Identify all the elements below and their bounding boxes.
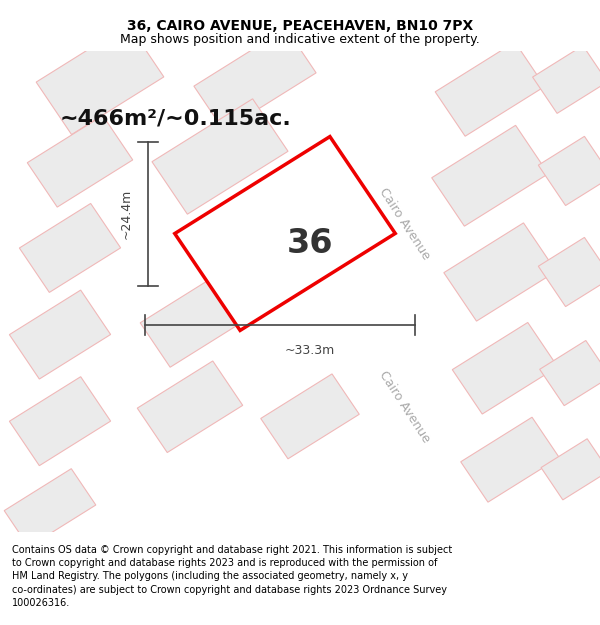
Polygon shape <box>4 469 96 547</box>
Polygon shape <box>435 42 545 136</box>
Polygon shape <box>432 126 548 226</box>
Text: ~24.4m: ~24.4m <box>120 189 133 239</box>
Text: ~466m²/~0.115ac.: ~466m²/~0.115ac. <box>59 108 291 128</box>
Polygon shape <box>194 29 316 131</box>
Text: Cairo Avenue: Cairo Avenue <box>377 369 433 445</box>
Polygon shape <box>538 136 600 206</box>
Polygon shape <box>27 116 133 207</box>
Text: Map shows position and indicative extent of the property.: Map shows position and indicative extent… <box>120 33 480 46</box>
Polygon shape <box>356 3 459 579</box>
Polygon shape <box>10 377 110 466</box>
Polygon shape <box>175 137 395 331</box>
Polygon shape <box>452 322 558 414</box>
Polygon shape <box>10 290 110 379</box>
Polygon shape <box>444 223 556 321</box>
Polygon shape <box>261 374 359 459</box>
Polygon shape <box>539 341 600 406</box>
Polygon shape <box>137 361 243 452</box>
Text: 36, CAIRO AVENUE, PEACEHAVEN, BN10 7PX: 36, CAIRO AVENUE, PEACEHAVEN, BN10 7PX <box>127 19 473 33</box>
Text: Cairo Avenue: Cairo Avenue <box>377 186 433 262</box>
Text: 36: 36 <box>287 227 333 259</box>
Polygon shape <box>541 439 600 500</box>
Polygon shape <box>140 273 250 368</box>
Polygon shape <box>152 99 288 214</box>
Polygon shape <box>36 24 164 134</box>
Text: Contains OS data © Crown copyright and database right 2021. This information is : Contains OS data © Crown copyright and d… <box>12 545 452 608</box>
Text: ~33.3m: ~33.3m <box>285 344 335 357</box>
Polygon shape <box>538 238 600 307</box>
Polygon shape <box>533 46 600 113</box>
Polygon shape <box>461 418 559 502</box>
Polygon shape <box>19 204 121 292</box>
